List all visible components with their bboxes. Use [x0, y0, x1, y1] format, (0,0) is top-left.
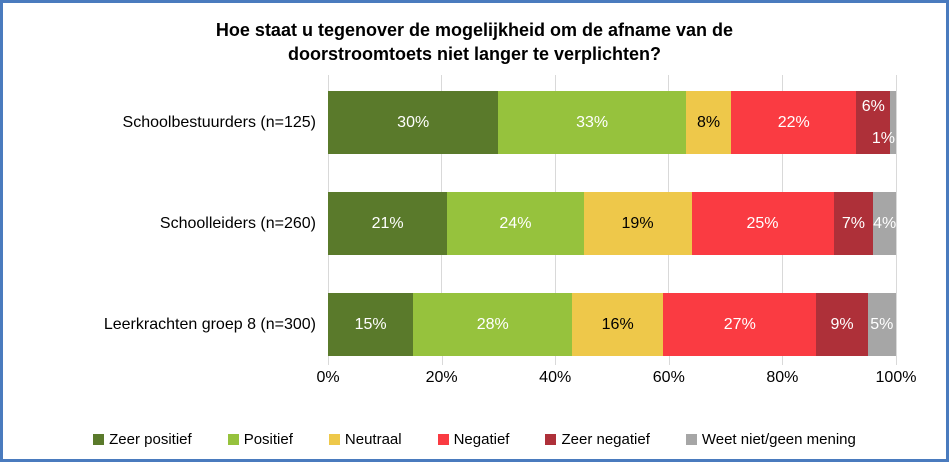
axis-tick-label: 80%: [766, 369, 799, 386]
bar-row: 15% 28% 16% 27% 9% 5%: [328, 293, 896, 356]
legend-label: Zeer negatief: [561, 431, 650, 448]
bar-segment-zeer-positief: 30%: [328, 91, 499, 154]
bar-segment-positief: 33%: [498, 91, 686, 154]
axis-tick: [441, 356, 443, 365]
axis-tick: [668, 356, 670, 365]
value-label: 16%: [601, 315, 634, 333]
plot-area: 30% 33% 8% 22% 6% 1% 21% 24% 19% 25% 7% 4% 15% 28% 16%…: [327, 75, 897, 356]
legend-label: Weet niet/geen mening: [701, 431, 856, 448]
axis-tick-label: 20%: [425, 369, 458, 386]
bar-segment-positief: 24%: [447, 192, 584, 255]
value-label: 30%: [397, 113, 430, 131]
bar-segment-negatief: 27%: [663, 293, 817, 356]
legend-swatch-icon: [685, 434, 697, 445]
bar-segment-weet-niet-geen-mening: 5%: [867, 293, 896, 356]
bar-segment-negatief: 22%: [731, 91, 857, 154]
bar-segment-neutraal: 16%: [572, 293, 664, 356]
legend-item-weet-niet-geen-mening: Weet niet/geen mening: [685, 431, 856, 448]
axis-tick: [896, 356, 897, 365]
chart-title: Hoe staat u tegenover de mogelijkheid om…: [3, 18, 946, 67]
value-label: 27%: [723, 315, 756, 333]
value-label: 9%: [830, 315, 854, 333]
value-label: 28%: [476, 315, 509, 333]
axis-tick-label: 100%: [875, 369, 917, 386]
bar-segment-neutraal: 19%: [583, 192, 692, 255]
legend-swatch-icon: [93, 434, 105, 445]
category-axis: Schoolbestuurders (n=125) Schoolleiders (…: [13, 75, 316, 356]
value-label: 4%: [873, 214, 897, 232]
value-label: 22%: [777, 113, 810, 131]
legend-item-zeer-positief: Zeer positief: [93, 431, 192, 448]
bar-segment-weet-niet-geen-mening: 4%: [873, 192, 896, 255]
chart-title-text: Hoe staat u tegenover de mogelijkheid om…: [215, 20, 734, 65]
bar-segment-zeer-negatief: 7%: [833, 192, 874, 255]
bar-segment-zeer-negatief: 6%: [856, 91, 891, 154]
legend-swatch-icon: [328, 434, 340, 445]
value-label: 6%: [861, 97, 885, 115]
bar-row: 21% 24% 19% 25% 7% 4%: [328, 192, 896, 255]
legend-swatch-icon: [227, 434, 239, 445]
bar-segment-zeer-positief: 15%: [328, 293, 414, 356]
bar-segment-weet-niet-geen-mening: 1%: [872, 91, 896, 154]
axis-tick-label: 0%: [316, 369, 340, 386]
legend: Zeer positief Positief Neutraal Negatief Zee…: [3, 431, 946, 448]
value-label: 24%: [499, 214, 532, 232]
legend-item-zeer-negatief: Zeer negatief: [545, 431, 650, 448]
axis-tick: [328, 356, 329, 365]
value-label: 5%: [870, 315, 894, 333]
value-label: 7%: [841, 214, 865, 232]
bar-segment-zeer-positief: 21%: [328, 192, 448, 255]
legend-label: Zeer positief: [109, 431, 192, 448]
value-label: 8%: [696, 113, 721, 131]
legend-label: Positief: [243, 431, 293, 448]
legend-swatch-icon: [545, 434, 557, 445]
category-label: Schoolbestuurders (n=125): [122, 114, 316, 131]
value-label: 15%: [354, 315, 387, 333]
bar-segment-positief: 28%: [413, 293, 573, 356]
category-label: Schoolleiders (n=260): [159, 215, 316, 232]
legend-label: Negatief: [453, 431, 510, 448]
bar-segment-negatief: 25%: [691, 192, 834, 255]
bar-row: 30% 33% 8% 22% 6% 1%: [328, 91, 896, 154]
bar-segment-neutraal: 8%: [685, 91, 732, 154]
legend-label: Neutraal: [344, 431, 402, 448]
legend-swatch-icon: [437, 434, 449, 445]
gridline: [895, 75, 897, 356]
value-label: 33%: [576, 113, 609, 131]
legend-item-negatief: Negatief: [437, 431, 510, 448]
axis-tick-label: 60%: [652, 369, 685, 386]
category-label: Leerkrachten groep 8 (n=300): [103, 316, 316, 333]
legend-item-positief: Positief: [227, 431, 293, 448]
axis-tick: [782, 356, 784, 365]
value-label: 21%: [371, 214, 404, 232]
value-label: 19%: [621, 214, 654, 232]
axis-tick: [555, 356, 557, 365]
value-label: 1%: [871, 129, 895, 147]
value-label: 25%: [746, 214, 779, 232]
legend-item-neutraal: Neutraal: [328, 431, 402, 448]
axis-tick-label: 40%: [539, 369, 572, 386]
bar-segment-zeer-negatief: 9%: [816, 293, 868, 356]
